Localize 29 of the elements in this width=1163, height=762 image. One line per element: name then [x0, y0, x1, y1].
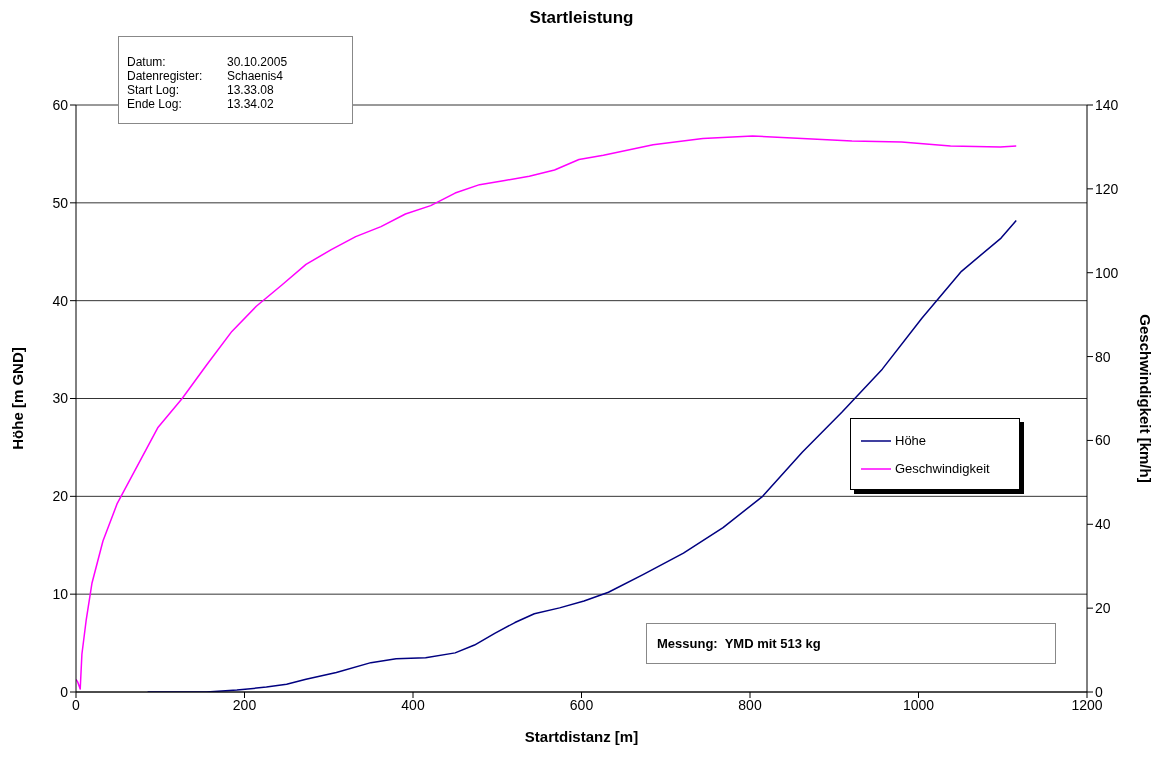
y2-tick-label: 100	[1095, 264, 1119, 281]
x-axis-title: Startdistanz [m]	[524, 728, 639, 745]
y2-tick-label: 60	[1095, 432, 1111, 449]
y-tick-label: 0	[60, 683, 69, 700]
y2-tick-label: 80	[1095, 348, 1111, 365]
legend-label: Geschwindigkeit	[895, 460, 990, 478]
y2-tick-label: 20	[1095, 600, 1111, 617]
x-tick-label: 600	[569, 696, 594, 713]
legend-label: Höhe	[895, 432, 927, 450]
y2-tick-label: 140	[1095, 96, 1119, 113]
y-tick-label: 40	[52, 292, 69, 309]
x-tick-label: 1000	[902, 696, 935, 713]
y-tick-label: 30	[52, 390, 69, 407]
line-series	[76, 135, 1017, 690]
info-box: Datum: 30.10.2005 Datenregister: Schaenis4 Start Log: 13.33.08 Ende Log: 13.34.02	[118, 36, 353, 124]
y2-tick-label: 40	[1095, 516, 1111, 533]
y-tick-label: 60	[52, 96, 69, 113]
chart-title: Startleistung	[528, 8, 635, 28]
y2-axis-title: Geschwindigkeit [km/h]	[1136, 314, 1154, 483]
x-tick-label: 200	[232, 696, 257, 713]
y-tick-label: 50	[52, 194, 69, 211]
note-box: Messung: YMD mit 513 kg	[646, 623, 1056, 664]
y-tick-label: 10	[52, 586, 69, 603]
x-tick-label: 800	[738, 696, 762, 713]
y-axis-title: Höhe [m GND]	[9, 347, 27, 450]
x-tick-label: 0	[72, 696, 81, 713]
x-tick-label: 400	[401, 696, 425, 713]
y-tick-label: 20	[52, 488, 69, 505]
y2-tick-label: 120	[1095, 180, 1119, 197]
